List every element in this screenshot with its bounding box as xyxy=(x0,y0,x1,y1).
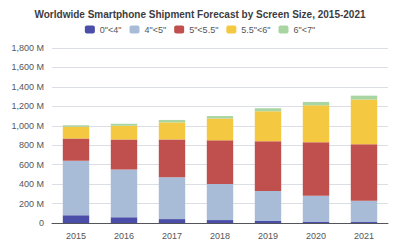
svg-text:2021: 2021 xyxy=(354,231,374,241)
svg-text:Worldwide Smartphone Shipment: Worldwide Smartphone Shipment Forecast b… xyxy=(34,9,365,20)
svg-text:0"<4": 0"<4" xyxy=(100,25,122,35)
svg-text:1,200 M: 1,200 M xyxy=(11,101,44,111)
svg-text:2017: 2017 xyxy=(162,231,182,241)
svg-text:2016: 2016 xyxy=(114,231,134,241)
svg-text:5"<5.5": 5"<5.5" xyxy=(189,25,218,35)
svg-text:2019: 2019 xyxy=(258,231,278,241)
svg-text:1,000 M: 1,000 M xyxy=(11,121,44,131)
svg-text:5.5"<6": 5.5"<6" xyxy=(241,25,270,35)
svg-text:200 M: 200 M xyxy=(19,199,44,209)
svg-text:2020: 2020 xyxy=(306,231,326,241)
svg-text:600 M: 600 M xyxy=(19,160,44,170)
svg-text:1,800 M: 1,800 M xyxy=(11,43,44,53)
svg-text:800 M: 800 M xyxy=(19,140,44,150)
svg-text:2018: 2018 xyxy=(210,231,230,241)
svg-text:0: 0 xyxy=(39,218,44,228)
svg-text:2015: 2015 xyxy=(66,231,86,241)
svg-text:1,600 M: 1,600 M xyxy=(11,62,44,72)
svg-text:1,400 M: 1,400 M xyxy=(11,82,44,92)
svg-text:400 M: 400 M xyxy=(19,179,44,189)
svg-text:4"<5": 4"<5" xyxy=(145,25,167,35)
svg-text:6"<7": 6"<7" xyxy=(293,25,315,35)
